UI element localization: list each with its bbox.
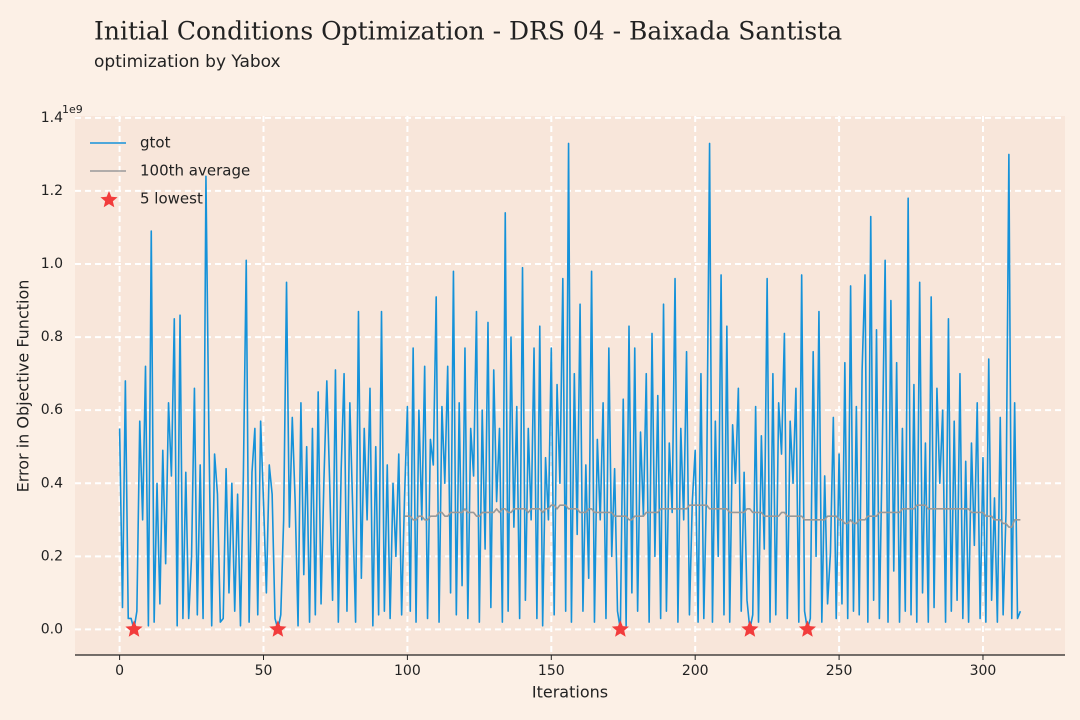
y-tick-label: 1.2 [41, 183, 63, 199]
star-marker [798, 620, 816, 637]
star-marker [741, 620, 759, 637]
star-marker [611, 620, 629, 637]
legend-label: 100th average [140, 162, 250, 180]
y-tick-label: 0.2 [41, 548, 63, 564]
y-tick-label: 0.0 [41, 621, 63, 637]
y-offset-label: 1e9 [62, 103, 83, 116]
y-axis-label: Error in Objective Function [14, 280, 33, 493]
x-tick-label: 250 [826, 663, 853, 679]
y-tick-label: 0.4 [41, 475, 63, 491]
x-tick-label: 0 [115, 663, 124, 679]
chart-title: Initial Conditions Optimization - DRS 04… [94, 17, 842, 46]
x-tick-label: 150 [538, 663, 565, 679]
x-tick-label: 50 [255, 663, 273, 679]
x-tick-label: 300 [970, 663, 997, 679]
y-tick-label: 0.6 [41, 402, 63, 418]
series-line [118, 142, 1022, 631]
star-marker [125, 620, 143, 637]
chart-subtitle: optimization by Yabox [94, 52, 281, 72]
star-marker [269, 620, 287, 637]
x-tick-label: 200 [682, 663, 709, 679]
y-tick-label: 1.4 [41, 110, 63, 126]
legend-label: gtot [140, 134, 171, 152]
series-line [404, 504, 1021, 528]
legend-marker [100, 191, 118, 208]
x-axis-label: Iterations [532, 683, 608, 702]
legend-label: 5 lowest [140, 190, 203, 208]
y-tick-label: 0.8 [41, 329, 63, 345]
y-tick-label: 1.0 [41, 256, 63, 272]
x-tick-label: 100 [394, 663, 421, 679]
